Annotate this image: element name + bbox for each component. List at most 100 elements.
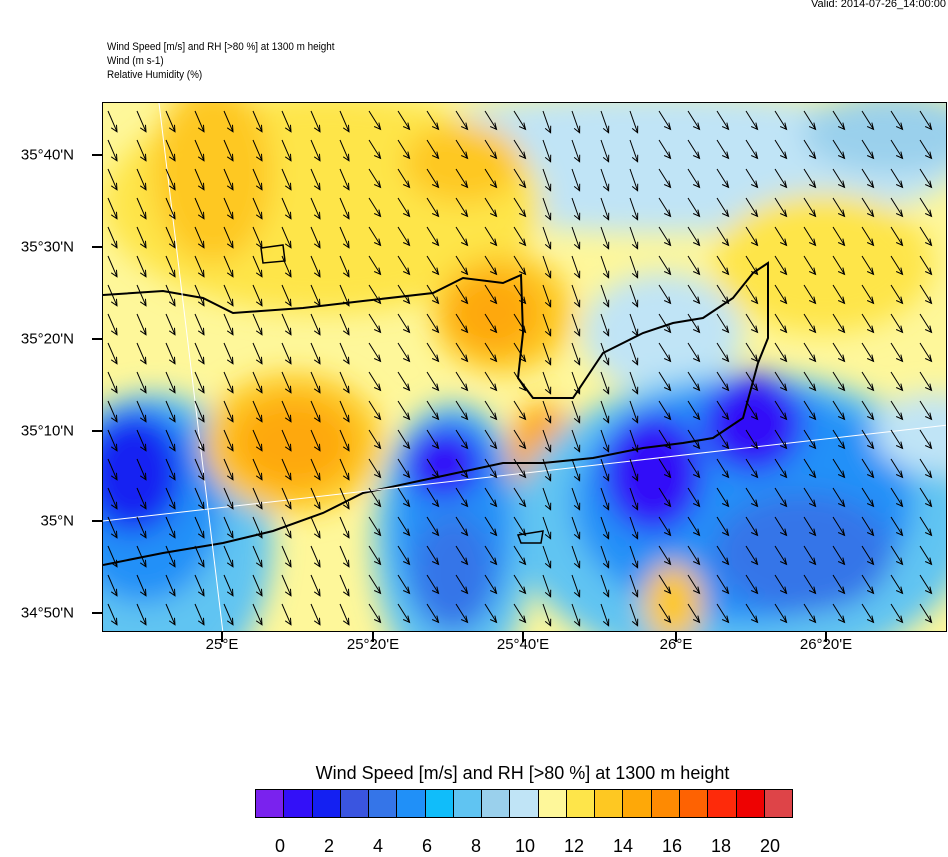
colorbar-swatch xyxy=(340,790,370,817)
wind-arrow xyxy=(542,342,552,366)
colorbar-swatch xyxy=(651,790,680,817)
wind-arrow xyxy=(890,110,904,131)
wind-arrow xyxy=(136,516,147,539)
wind-arrow xyxy=(281,574,292,597)
wind-arrow xyxy=(687,516,701,537)
wind-arrow xyxy=(368,110,382,131)
wind-arrow xyxy=(165,110,176,133)
wind-arrow xyxy=(803,168,817,189)
wind-arrow xyxy=(107,197,118,220)
wind-arrow xyxy=(542,487,552,511)
wind-arrow xyxy=(455,284,469,305)
wind-arrow xyxy=(397,458,411,479)
wind-arrow xyxy=(136,168,147,191)
wind-arrow xyxy=(136,255,147,278)
wind-arrow xyxy=(803,313,817,334)
wind-arrow xyxy=(687,197,701,218)
wind-arrow xyxy=(194,545,205,568)
map-svg xyxy=(103,103,946,631)
wind-arrow xyxy=(919,603,933,624)
wind-arrow xyxy=(600,574,610,598)
wind-arrow xyxy=(397,603,411,624)
wind-arrow xyxy=(194,110,205,133)
wind-arrow xyxy=(426,458,440,479)
wind-arrow xyxy=(339,429,350,452)
wind-arrow xyxy=(832,342,846,363)
wind-arrow xyxy=(397,168,411,189)
wind-arrow xyxy=(397,197,411,218)
wind-arrow xyxy=(803,139,817,160)
wind-arrow xyxy=(745,458,759,479)
wind-arrow xyxy=(368,284,382,305)
wind-arrow xyxy=(339,574,350,597)
wind-arrow xyxy=(455,197,469,218)
wind-arrow xyxy=(426,168,440,189)
wind-arrow xyxy=(310,429,321,452)
wind-arrow xyxy=(252,545,263,568)
wind-arrow xyxy=(281,458,292,481)
wind-arrow xyxy=(107,487,118,510)
wind-arrow xyxy=(890,400,904,421)
wind-arrow xyxy=(919,487,933,508)
wind-arrow xyxy=(861,255,875,276)
wind-arrow xyxy=(397,226,411,247)
wind-arrow xyxy=(861,342,875,363)
wind-arrow xyxy=(310,284,321,307)
wind-arrow xyxy=(455,168,469,189)
colorbar-label: 18 xyxy=(710,836,732,856)
wind-arrow xyxy=(136,226,147,249)
wind-arrow xyxy=(658,110,672,131)
wind-arrow xyxy=(629,226,639,250)
wind-arrow xyxy=(397,342,411,363)
wind-arrow xyxy=(165,313,176,336)
wind-arrow xyxy=(716,429,730,450)
humidity-field-label: Relative Humidity (%) xyxy=(107,69,203,81)
wind-arrow xyxy=(513,313,527,334)
wind-arrow xyxy=(629,110,639,134)
wind-arrow xyxy=(484,168,498,189)
wind-arrow xyxy=(194,429,205,452)
wind-arrow xyxy=(455,139,469,160)
wind-arrow xyxy=(890,603,904,624)
wind-arrow xyxy=(658,545,672,566)
wind-arrow xyxy=(252,313,263,336)
wind-arrow xyxy=(484,487,498,508)
wind-arrow xyxy=(397,516,411,537)
wind-arrow xyxy=(339,226,350,249)
wind-arrow xyxy=(368,400,382,421)
wind-arrow xyxy=(368,574,382,595)
wind-arrow xyxy=(194,458,205,481)
wind-arrow xyxy=(832,487,846,508)
wind-arrow xyxy=(194,255,205,278)
tick xyxy=(92,612,102,614)
wind-arrow xyxy=(745,226,759,247)
lon-label: 26°20'E xyxy=(799,636,853,653)
wind-arrow xyxy=(658,313,672,334)
wind-arrow xyxy=(223,226,234,249)
tick xyxy=(92,520,102,522)
wind-arrow xyxy=(861,603,875,624)
wind-field-label: Wind (m s-1) xyxy=(107,55,164,67)
wind-arrow xyxy=(136,603,147,626)
wind-arrow xyxy=(919,313,933,334)
wind-arrow xyxy=(368,197,382,218)
wind-arrow xyxy=(252,429,263,452)
wind-arrow xyxy=(861,429,875,450)
wind-arrow xyxy=(455,516,469,537)
wind-arrow xyxy=(252,168,263,191)
wind-arrow xyxy=(803,516,817,537)
wind-arrow xyxy=(368,487,382,508)
wind-arrow xyxy=(832,110,846,131)
wind-arrow xyxy=(890,197,904,218)
wind-arrow xyxy=(223,574,234,597)
colorbar-label: 6 xyxy=(421,836,433,856)
wind-arrow xyxy=(716,458,730,479)
wind-arrow xyxy=(890,313,904,334)
wind-arrow xyxy=(194,226,205,249)
wind-arrow xyxy=(426,487,440,508)
wind-arrow xyxy=(774,603,788,624)
wind-arrow xyxy=(716,400,730,421)
colorbar-swatch xyxy=(623,790,652,817)
wind-arrow xyxy=(339,313,350,336)
wind-arrow xyxy=(600,545,610,569)
